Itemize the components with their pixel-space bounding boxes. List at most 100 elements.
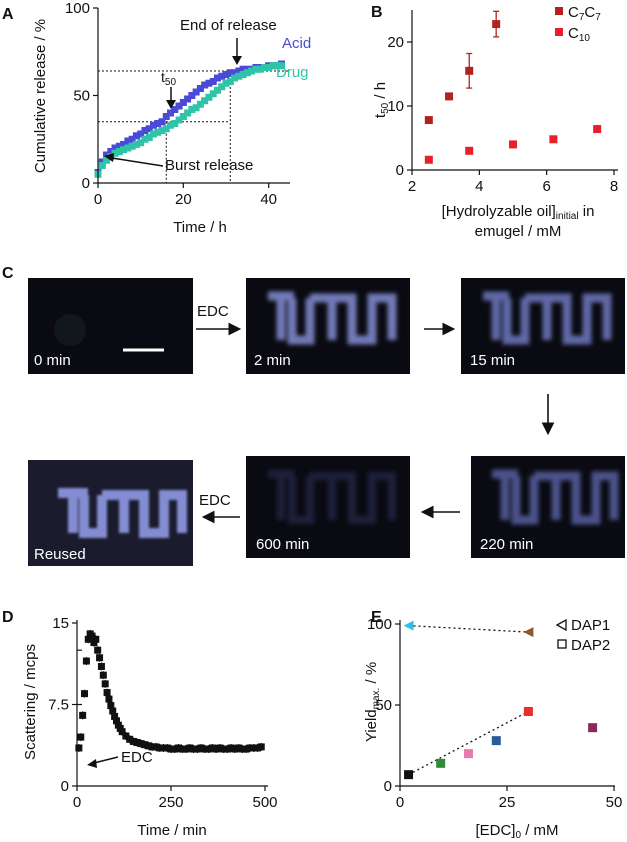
photo-frame-220-min: 220 min [471,456,625,558]
panel-e-xtick-label: 25 [499,794,516,811]
panel-e-ticks: 0 25 50 0 50 100 [367,616,622,811]
scattering-point [96,654,104,662]
acid-point [154,120,162,127]
panel-a-xtick-label: 40 [260,191,277,208]
frame-caption: 15 min [470,352,515,369]
panel-b-data [424,10,602,164]
panel-d-ytick-label: 0 [61,778,69,795]
scattering-point [105,695,113,703]
scattering-point [94,646,102,654]
drug-point [137,139,145,147]
panel-a: A 0 20 40 0 50 100 Time / h Cumulative releas… [2,0,311,236]
acid-point [184,95,192,103]
panel-b-ytick-label: 10 [387,98,404,115]
scattering-point [231,745,239,753]
panel-e-ytick-label: 50 [375,697,392,714]
scattering-point [175,744,183,752]
acid-point [222,71,230,78]
drug-point [111,149,119,157]
c7c7-point [445,92,454,101]
panel-d-ylabel: Scattering / mcps [22,644,39,760]
scattering-point [197,744,205,752]
t50-arrow [166,87,176,109]
scattering-point [220,745,228,753]
legend-c7c7: C7C7 [568,4,601,23]
panel-b-ylabel: t50 / h [372,82,391,118]
drug-point [120,146,128,154]
dap2-point [404,770,414,780]
scattering-point [186,744,194,752]
drug-point [205,93,213,101]
photo-frame-15-min: 15 min [461,278,625,374]
c7c7-point [492,20,501,29]
panel-a-legend: Acid Drug [276,35,311,81]
panel-e-data [403,620,598,780]
acid-point [120,141,128,148]
panel-b-xlabel-line1: [Hydrolyzable oil]initial in [442,203,595,222]
drug-point [154,128,162,136]
panel-e-xlabel: [EDC]0 / mM [475,822,558,841]
legend-dap2: DAP2 [571,637,610,654]
photo-frame-2-min: 2 min [246,278,410,374]
drug-point [188,106,196,113]
panel-e-ytick-label: 100 [367,616,392,633]
panel-b-xtick-label: 2 [408,178,416,195]
acid-point [149,121,157,129]
arrow-label: EDC [197,303,229,320]
acid-point [171,106,179,113]
scattering-point [99,671,107,679]
dap1-point [403,620,414,631]
drug-point [269,62,277,70]
drug-point [184,109,192,117]
drug-point [128,142,136,150]
acid-point [192,88,200,96]
c7c7-point [465,66,474,75]
acid-point [218,72,226,80]
scattering-point [253,744,261,752]
panel-e-xtick-label: 50 [606,794,623,811]
panel-d-ticks: 0 250 500 0 7.5 15 [48,615,277,811]
dap1-point [523,627,534,638]
panel-a-ytick-label: 50 [73,88,90,105]
legend-c7c7-marker [555,7,563,15]
acid-point [132,132,140,140]
panel-b-xlabel-line2: emugel / mM [475,223,562,240]
drug-point [260,64,268,71]
panel-b: B 2 4 6 8 0 10 20 t50 / h [Hydrolyzable oil]in… [371,4,618,240]
acid-point [175,102,183,110]
tum-logo-pattern [492,469,619,525]
scattering-point [242,745,250,753]
scattering-point [223,745,231,753]
dap2-point [436,758,446,768]
panel-e-xtick-label: 0 [396,794,404,811]
panel-b-xtick-label: 6 [542,178,550,195]
acid-point [188,92,196,99]
c10-point [424,155,433,164]
drug-point [256,65,264,73]
scattering-point [103,689,111,697]
acid-point [226,69,234,77]
drug-point [201,97,209,105]
panel-a-label: A [2,6,14,23]
scattering-point [159,744,167,752]
drug-point [132,141,140,148]
scattering-point [201,745,209,753]
tum-logo-pattern [268,291,397,345]
drug-point [115,148,123,155]
scattering-point [118,728,126,736]
legend-dap1: DAP1 [571,617,610,634]
drug-point [248,67,256,75]
scattering-point [82,657,90,665]
scattering-point [235,744,243,752]
acid-point [213,74,221,82]
c10-point [549,135,558,144]
scattering-point [178,745,186,753]
scattering-point [250,744,258,752]
scattering-point [190,745,198,753]
panel-a-xtick-label: 20 [175,191,192,208]
scattering-point [107,702,115,710]
panel-a-ytick-label: 100 [65,0,90,17]
panel-d-ytick-label: 7.5 [48,697,69,714]
dap2-point [588,723,598,733]
drug-point [162,125,170,133]
